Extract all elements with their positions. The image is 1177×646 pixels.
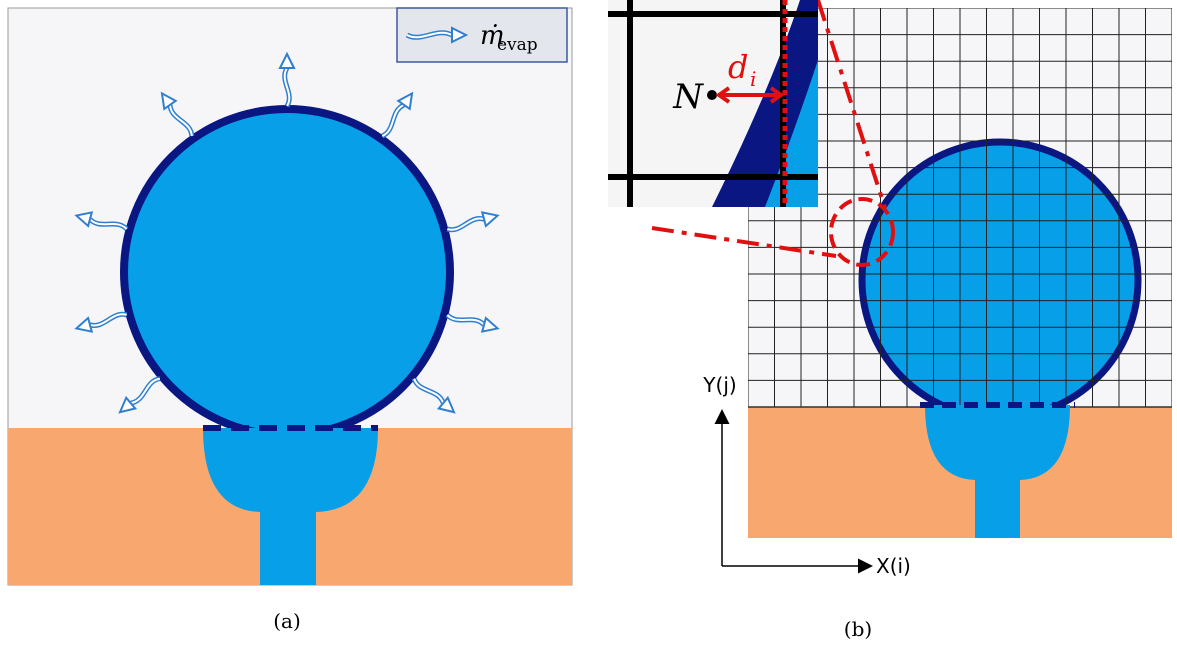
node-point	[707, 90, 717, 100]
page: {"panel_a": {"legend": {"symbol": "ṁ", "…	[0, 0, 1177, 646]
node-label: N	[672, 77, 704, 117]
droplet	[124, 109, 450, 435]
inset: N d i	[608, 0, 818, 207]
caption: (b)	[844, 617, 872, 641]
y-axis-label: Y(j)	[702, 373, 736, 397]
distance-subscript: i	[750, 67, 756, 91]
panel-b: N d i Y(j) X(i) (b)	[608, 0, 1172, 641]
panel-a: ṁ evap (a)	[8, 8, 572, 633]
figure: ṁ evap (a) N d i	[0, 0, 1177, 646]
x-axis-label: X(i)	[876, 554, 911, 578]
distance-label: d	[728, 48, 748, 86]
droplet	[862, 142, 1138, 418]
caption: (a)	[273, 609, 301, 633]
legend-subscript: evap	[497, 35, 538, 55]
